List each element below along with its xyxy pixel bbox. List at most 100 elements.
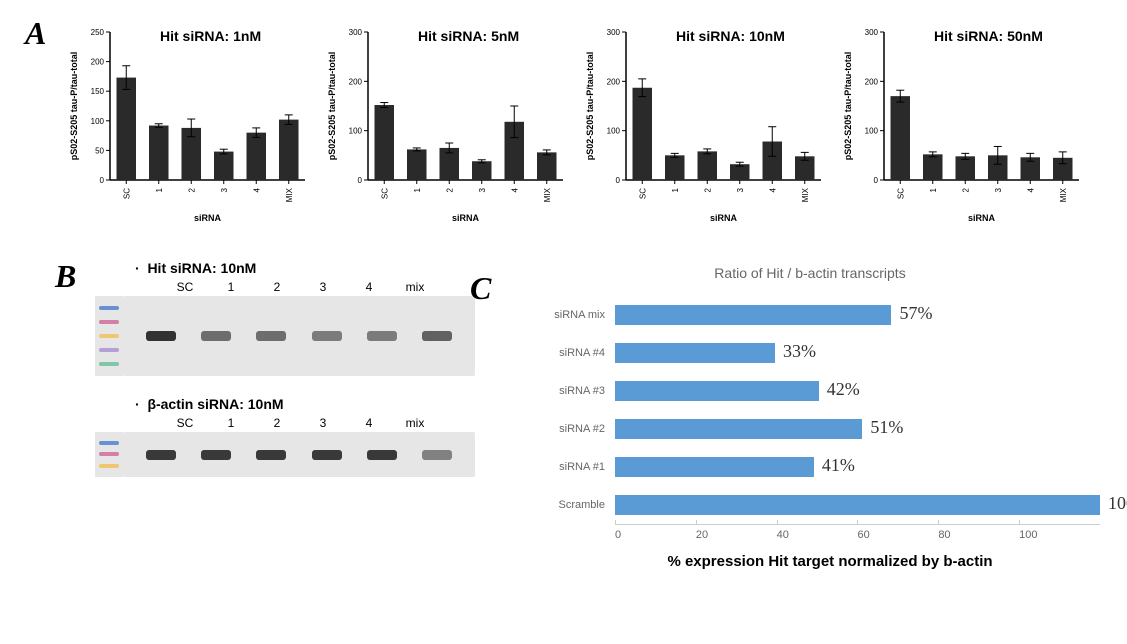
hbar-fill-4 [615, 457, 814, 477]
hbar-track-2: 42% [615, 381, 1100, 401]
hbar-row-4: siRNA #1 41% [520, 448, 1100, 486]
svg-text:2: 2 [703, 187, 712, 192]
gel-band [422, 331, 452, 341]
svg-text:200: 200 [91, 58, 105, 67]
gel-title-0: · Hit siRNA: 10nM [135, 260, 475, 276]
panel-a-label: A [25, 15, 46, 52]
panel-a-chart-title-0: Hit siRNA: 1nM [160, 28, 261, 44]
gel-band [201, 331, 231, 341]
gel-lane-label: 3 [313, 280, 333, 294]
gel-lane-label: 2 [267, 416, 287, 430]
svg-text:100: 100 [349, 127, 363, 136]
svg-text:300: 300 [349, 28, 363, 37]
svg-text:pS02-S205 tau-P/tau-total: pS02-S205 tau-P/tau-total [585, 52, 595, 161]
hbar-label-4: siRNA #1 [520, 461, 615, 473]
ladder-band [99, 306, 119, 310]
hbar-track-0: 57% [615, 305, 1100, 325]
hbar-label-5: Scramble [520, 499, 615, 511]
svg-text:siRNA: siRNA [968, 213, 996, 223]
svg-text:3: 3 [994, 187, 1003, 192]
svg-text:250: 250 [91, 28, 105, 37]
svg-text:1: 1 [671, 187, 680, 192]
hbar-fill-2 [615, 381, 819, 401]
hbar-tick: 40 [777, 525, 858, 541]
svg-text:100: 100 [865, 127, 879, 136]
panel-c-chart: siRNA mix 57% siRNA #4 33% siRNA #3 42% … [520, 296, 1100, 541]
svg-text:siRNA: siRNA [452, 213, 480, 223]
svg-text:300: 300 [865, 28, 879, 37]
svg-text:100: 100 [91, 117, 105, 126]
hbar-row-0: siRNA mix 57% [520, 296, 1100, 334]
svg-text:200: 200 [607, 77, 621, 86]
svg-text:siRNA: siRNA [194, 213, 222, 223]
svg-text:300: 300 [607, 28, 621, 37]
svg-text:200: 200 [865, 77, 879, 86]
panel-b-container: · Hit siRNA: 10nMSC1234mix· β-actin siRN… [95, 260, 475, 497]
panel-a-chart-title-1: Hit siRNA: 5nM [418, 28, 519, 44]
ladder-band [99, 452, 119, 456]
panel-a-chart-wrapper-0: Hit siRNA: 1nM050100150200250pS02-S205 t… [65, 20, 313, 225]
gel-band [312, 331, 342, 341]
svg-text:1: 1 [413, 187, 422, 192]
gel-band [312, 450, 342, 460]
hbar-label-3: siRNA #2 [520, 423, 615, 435]
panel-a-chart-3: 0100200300pS02-S205 tau-P/tau-totalSC123… [839, 20, 1087, 225]
ladder-band [99, 320, 119, 324]
svg-text:4: 4 [1026, 187, 1035, 192]
svg-text:pS02-S205 tau-P/tau-total: pS02-S205 tau-P/tau-total [69, 52, 79, 161]
svg-text:pS02-S205 tau-P/tau-total: pS02-S205 tau-P/tau-total [327, 52, 337, 161]
hbar-fill-1 [615, 343, 775, 363]
svg-text:1: 1 [929, 187, 938, 192]
gel-band [422, 450, 452, 460]
gel-image-1 [95, 432, 475, 477]
svg-text:0: 0 [874, 176, 879, 185]
panel-a-chart-wrapper-1: Hit siRNA: 5nM0100200300pS02-S205 tau-P/… [323, 20, 571, 225]
gel-block-1: · β-actin siRNA: 10nMSC1234mix [95, 396, 475, 477]
hbar-tick: 0 [615, 525, 696, 541]
panel-c-axis: 020406080100 [615, 524, 1100, 541]
panel-a-chart-wrapper-2: Hit siRNA: 10nM0100200300pS02-S205 tau-P… [581, 20, 829, 225]
figure-container: A Hit siRNA: 1nM050100150200250pS02-S205… [0, 0, 1127, 644]
svg-text:4: 4 [510, 187, 519, 192]
svg-text:MIX: MIX [1059, 187, 1068, 202]
svg-text:2: 2 [445, 187, 454, 192]
hbar-value-4: 41% [822, 455, 855, 476]
svg-text:3: 3 [736, 187, 745, 192]
hbar-label-2: siRNA #3 [520, 385, 615, 397]
svg-text:50: 50 [95, 146, 104, 155]
gel-ladder-0 [95, 296, 123, 376]
gel-band [146, 331, 176, 341]
svg-text:3: 3 [478, 187, 487, 192]
ladder-band [99, 441, 119, 445]
gel-lane-label: 2 [267, 280, 287, 294]
gel-lane-labels-0: SC1234mix [175, 280, 475, 294]
svg-text:SC: SC [122, 188, 131, 199]
hbar-row-3: siRNA #2 51% [520, 410, 1100, 448]
svg-text:siRNA: siRNA [710, 213, 738, 223]
ladder-band [99, 362, 119, 366]
gel-title-1: · β-actin siRNA: 10nM [135, 396, 475, 412]
svg-text:200: 200 [349, 77, 363, 86]
svg-text:0: 0 [616, 176, 621, 185]
hbar-value-2: 42% [827, 379, 860, 400]
panel-c-label: C [470, 270, 491, 307]
hbar-track-4: 41% [615, 457, 1100, 477]
svg-text:0: 0 [100, 176, 105, 185]
gel-band [256, 331, 286, 341]
gel-image-0 [95, 296, 475, 376]
gel-lane-label: 1 [221, 416, 241, 430]
panel-a-chart-0: 050100150200250pS02-S205 tau-P/tau-total… [65, 20, 313, 225]
hbar-value-5: 100% [1108, 493, 1127, 514]
panel-a-chart-1: 0100200300pS02-S205 tau-P/tau-totalSC123… [323, 20, 571, 225]
hbar-fill-0 [615, 305, 891, 325]
svg-text:4: 4 [252, 187, 261, 192]
gel-ladder-1 [95, 432, 123, 477]
panel-c-title: Ratio of Hit / b-actin transcripts [520, 265, 1100, 281]
gel-band [256, 450, 286, 460]
gel-lane-label: mix [405, 280, 425, 294]
svg-text:MIX: MIX [543, 187, 552, 202]
svg-text:2: 2 [961, 187, 970, 192]
svg-text:1: 1 [155, 187, 164, 192]
svg-text:3: 3 [220, 187, 229, 192]
hbar-tick: 60 [857, 525, 938, 541]
